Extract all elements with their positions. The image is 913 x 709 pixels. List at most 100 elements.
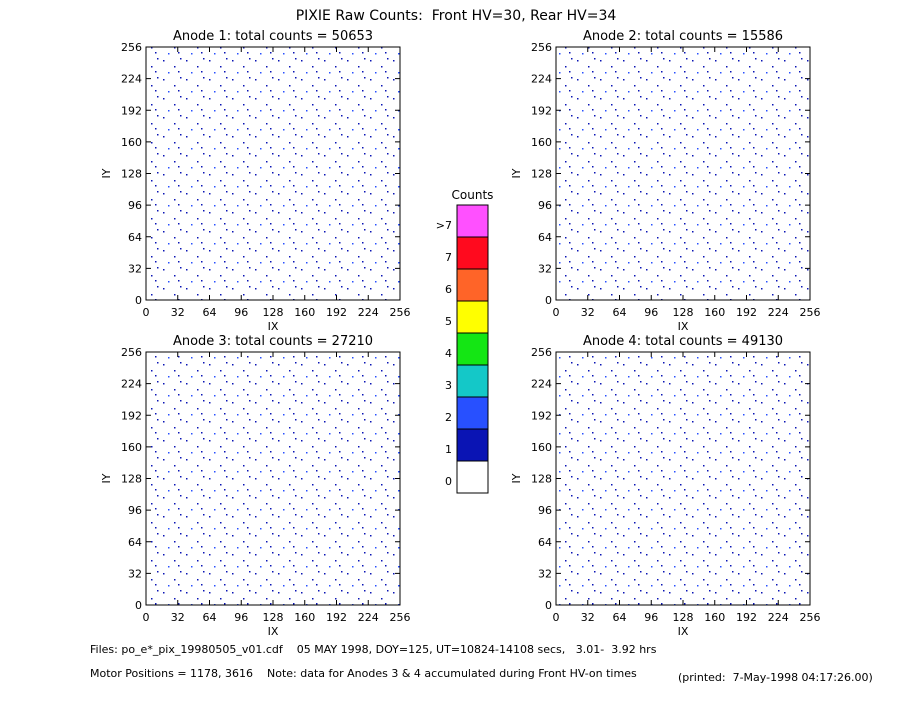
colorbar-label: 7 [445,251,452,264]
y-tick-label: 192 [121,104,142,117]
y-tick-label: 160 [121,136,142,149]
y-tick-label: 256 [121,346,142,359]
x-tick-label: 128 [673,306,694,319]
x-tick-label: 64 [613,611,627,624]
x-tick-label: 192 [736,611,757,624]
x-tick-label: 224 [358,611,379,624]
y-axis-label: IY [510,168,523,178]
y-tick-label: 32 [538,262,552,275]
y-tick-label: 0 [135,294,142,307]
y-tick-label: 96 [538,504,552,517]
x-tick-label: 96 [644,306,658,319]
y-tick-label: 0 [135,599,142,612]
x-tick-label: 192 [326,306,347,319]
x-tick-label: 96 [234,306,248,319]
x-tick-label: 32 [171,306,185,319]
y-tick-label: 64 [128,231,142,244]
x-tick-label: 192 [326,611,347,624]
x-tick-label: 256 [390,611,411,624]
y-tick-label: 32 [128,567,142,580]
footer-motor: Motor Positions = 1178, 3616 Note: data … [90,667,637,680]
y-tick-label: 0 [545,294,552,307]
x-tick-label: 0 [143,611,150,624]
x-tick-label: 64 [613,306,627,319]
y-tick-label: 0 [545,599,552,612]
colorbar-swatch [456,428,489,462]
colorbar-label: >7 [436,219,452,232]
footer-files: Files: po_e*_pix_19980505_v01.cdf 05 MAY… [90,643,657,656]
x-tick-label: 128 [263,306,284,319]
colorbar-swatch [456,300,489,334]
x-axis-label: IX [678,625,689,638]
colorbar-label: 2 [445,411,452,424]
y-tick-label: 160 [531,441,552,454]
y-tick-label: 128 [121,473,142,486]
y-axis-label: IY [510,473,523,483]
colorbar-title: Counts [452,188,494,202]
colorbar-label: 0 [445,475,452,488]
x-tick-label: 256 [390,306,411,319]
x-tick-label: 32 [581,306,595,319]
footer-printed: (printed: 7-May-1998 04:17:26.00) [678,671,873,684]
y-tick-label: 160 [121,441,142,454]
texture [556,47,810,300]
y-tick-label: 160 [531,136,552,149]
x-tick-label: 160 [294,611,315,624]
y-tick-label: 128 [531,473,552,486]
colorbar-label: 6 [445,283,452,296]
colorbar-label: 4 [445,347,452,360]
x-tick-label: 160 [704,611,725,624]
x-axis-label: IX [678,320,689,333]
y-tick-label: 64 [538,536,552,549]
colorbar-label: 5 [445,315,452,328]
x-tick-label: 256 [800,306,821,319]
x-tick-label: 0 [553,306,560,319]
x-tick-label: 160 [704,306,725,319]
y-axis-label: IY [100,168,113,178]
colorbar-label: 1 [445,443,452,456]
x-tick-label: 32 [171,611,185,624]
x-tick-label: 160 [294,306,315,319]
colorbar-swatch [456,332,489,366]
y-tick-label: 64 [538,231,552,244]
x-tick-label: 128 [673,611,694,624]
texture [146,352,400,605]
y-tick-label: 32 [538,567,552,580]
colorbar-swatch [456,204,489,238]
x-tick-label: 128 [263,611,284,624]
panel-title: Anode 2: total counts = 15586 [583,29,783,44]
colorbar-swatch [456,460,489,494]
panel-title: Anode 1: total counts = 50653 [173,29,373,44]
x-tick-label: 96 [234,611,248,624]
x-tick-label: 256 [800,611,821,624]
colorbar-label: 3 [445,379,452,392]
texture [556,352,810,605]
y-tick-label: 192 [121,409,142,422]
y-tick-label: 96 [128,199,142,212]
colorbar-swatch [456,236,489,270]
y-tick-label: 32 [128,262,142,275]
colorbar-swatch [456,396,489,430]
y-tick-label: 224 [531,73,552,86]
y-tick-label: 96 [128,504,142,517]
texture [146,47,400,300]
panel-title: Anode 3: total counts = 27210 [173,334,373,349]
x-tick-label: 64 [203,611,217,624]
y-tick-label: 192 [531,409,552,422]
x-tick-label: 224 [768,306,789,319]
x-tick-label: 224 [768,611,789,624]
x-axis-label: IX [268,625,279,638]
colorbar-swatch [456,364,489,398]
y-tick-label: 224 [121,378,142,391]
x-tick-label: 0 [143,306,150,319]
y-axis-label: IY [100,473,113,483]
x-tick-label: 192 [736,306,757,319]
page-title: PIXIE Raw Counts: Front HV=30, Rear HV=3… [296,8,617,24]
y-tick-label: 224 [531,378,552,391]
x-tick-label: 96 [644,611,658,624]
x-tick-label: 64 [203,306,217,319]
x-axis-label: IX [268,320,279,333]
x-tick-label: 0 [553,611,560,624]
y-tick-label: 128 [531,168,552,181]
